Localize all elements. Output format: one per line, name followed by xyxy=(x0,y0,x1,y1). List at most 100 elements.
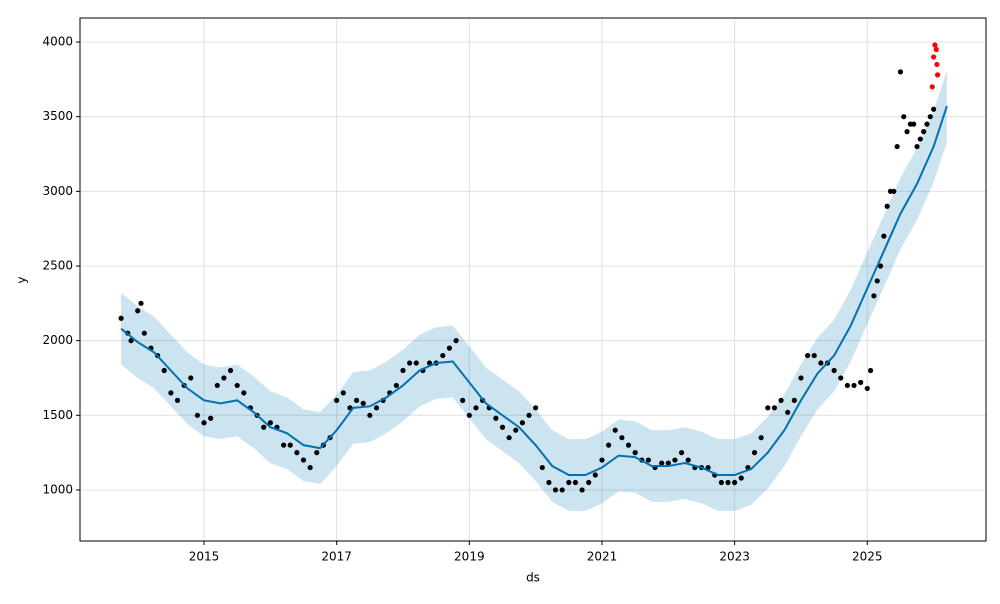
observed-point xyxy=(619,435,625,441)
observed-point xyxy=(294,450,300,456)
observed-point xyxy=(473,405,479,411)
x-tick-label: 2023 xyxy=(719,550,750,564)
observed-point xyxy=(453,338,459,344)
observed-point xyxy=(844,382,850,389)
observed-point xyxy=(778,397,784,403)
observed-point xyxy=(921,129,927,135)
observed-point xyxy=(858,379,864,386)
recent-point xyxy=(929,84,935,90)
y-tick-label: 1500 xyxy=(42,408,73,422)
observed-point xyxy=(174,397,181,403)
observed-point xyxy=(612,427,618,433)
observed-point xyxy=(901,114,907,120)
observed-point xyxy=(572,479,579,486)
observed-point xyxy=(513,427,519,433)
observed-point xyxy=(367,412,373,418)
observed-point xyxy=(307,464,313,471)
observed-point xyxy=(765,405,771,411)
observed-point xyxy=(440,352,446,359)
observed-point xyxy=(552,487,559,493)
y-tick-label: 4000 xyxy=(42,35,73,49)
observed-point xyxy=(881,233,887,239)
x-axis-label: ds xyxy=(526,571,540,585)
observed-point xyxy=(798,375,804,381)
observed-point xyxy=(625,442,632,448)
observed-point xyxy=(838,375,844,381)
observed-point xyxy=(632,450,638,456)
observed-point xyxy=(884,203,890,209)
observed-point xyxy=(506,435,512,441)
observed-point xyxy=(931,106,937,112)
observed-point xyxy=(586,479,592,486)
observed-point xyxy=(161,367,167,374)
observed-point xyxy=(914,143,920,150)
y-tick-label: 2000 xyxy=(42,333,73,347)
x-tick-label: 2019 xyxy=(454,550,485,564)
observed-point xyxy=(460,397,466,403)
recent-point xyxy=(931,54,937,60)
recent-point xyxy=(934,61,940,68)
observed-point xyxy=(360,400,366,406)
observed-point xyxy=(400,367,406,374)
observed-point xyxy=(208,415,214,421)
observed-point xyxy=(234,382,240,389)
observed-point xyxy=(526,412,532,418)
observed-point xyxy=(188,375,194,381)
x-tick-label: 2025 xyxy=(852,550,883,564)
observed-point xyxy=(466,412,472,418)
observed-point xyxy=(811,352,817,359)
observed-point xyxy=(138,300,144,306)
observed-point xyxy=(864,385,870,392)
observed-point xyxy=(927,114,933,120)
observed-point xyxy=(672,457,678,463)
observed-point xyxy=(874,278,880,284)
observed-point xyxy=(606,442,612,448)
recent-point xyxy=(934,72,941,78)
observed-point xyxy=(128,338,134,344)
observed-point xyxy=(373,405,380,411)
observed-point xyxy=(493,415,499,421)
observed-point xyxy=(725,479,731,486)
observed-point xyxy=(499,424,506,430)
observed-point xyxy=(533,405,539,411)
observed-point xyxy=(685,457,691,463)
observed-point xyxy=(599,457,605,463)
recent-point xyxy=(933,46,939,53)
observed-point xyxy=(446,345,453,351)
observed-point xyxy=(897,69,904,75)
observed-point xyxy=(314,450,320,456)
observed-point xyxy=(659,460,665,466)
observed-point xyxy=(194,412,200,418)
observed-point xyxy=(871,293,877,299)
observed-point xyxy=(118,315,124,321)
observed-point xyxy=(785,409,791,415)
observed-point xyxy=(645,457,652,463)
observed-point xyxy=(267,420,273,426)
y-axis-label: y xyxy=(15,276,29,283)
observed-point xyxy=(771,405,778,411)
observed-point xyxy=(851,382,857,389)
observed-point xyxy=(804,352,811,359)
observed-point xyxy=(334,397,340,403)
observed-point xyxy=(353,397,360,403)
observed-point xyxy=(214,382,220,389)
y-tick-label: 3000 xyxy=(42,184,73,198)
x-tick-label: 2021 xyxy=(587,550,618,564)
observed-point xyxy=(705,464,711,471)
observed-point xyxy=(221,375,227,381)
y-tick-label: 2500 xyxy=(42,258,73,272)
observed-point xyxy=(579,487,585,493)
observed-point xyxy=(791,397,797,403)
uncertainty-band xyxy=(121,70,947,511)
observed-point xyxy=(911,121,917,127)
observed-point xyxy=(281,442,287,448)
observed-point xyxy=(227,367,234,374)
observed-point xyxy=(241,390,247,396)
observed-point xyxy=(393,382,399,389)
observed-point xyxy=(168,390,174,396)
observed-point xyxy=(818,360,824,366)
observed-point xyxy=(732,479,738,486)
observed-point xyxy=(519,420,525,426)
